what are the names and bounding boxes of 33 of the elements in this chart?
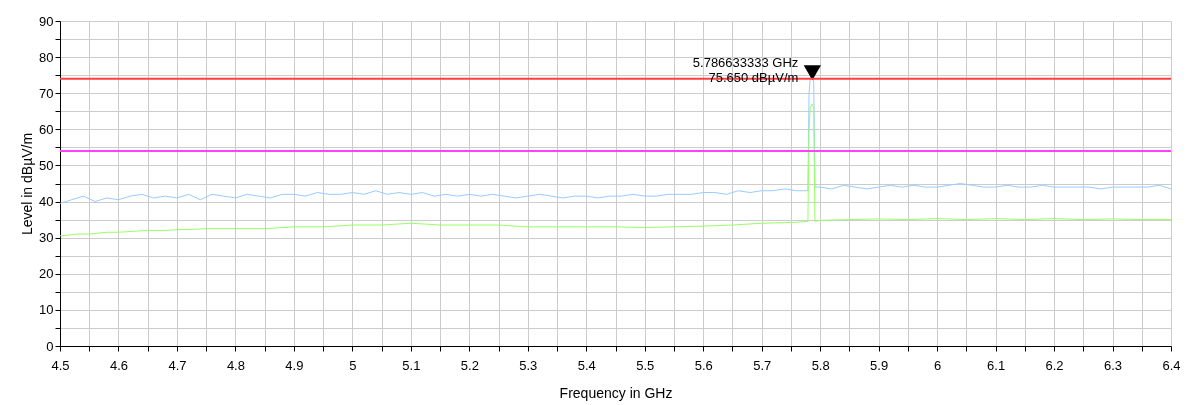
x-tick-label: 6.4 xyxy=(1162,357,1181,373)
y-tick-label: 70 xyxy=(39,85,54,101)
y-tick-label: 90 xyxy=(39,13,54,29)
y-tick-label: 0 xyxy=(46,338,54,354)
line-series xyxy=(60,103,1171,237)
x-tick-label: 5.5 xyxy=(636,357,655,373)
x-tick-label: 5.8 xyxy=(811,357,830,373)
y-tick-label: 60 xyxy=(39,121,54,137)
x-tick-label: 5.9 xyxy=(870,357,889,373)
x-tick-label: 5.4 xyxy=(577,357,596,373)
y-axis-title: Level in dBµV/m xyxy=(19,132,36,236)
y-tick-label: 40 xyxy=(39,194,54,210)
x-tick-label: 4.6 xyxy=(109,357,129,373)
y-tick-label: 50 xyxy=(39,157,54,173)
x-tick-label: 4.5 xyxy=(51,357,70,373)
x-axis-title: Frequency in GHz xyxy=(559,384,673,401)
x-tick-label: 5 xyxy=(349,357,357,373)
x-tick-label: 4.9 xyxy=(285,357,304,373)
y-tick-label: 30 xyxy=(39,230,54,246)
x-tick-label: 6.2 xyxy=(1045,357,1064,373)
x-tick-label: 4.8 xyxy=(226,357,245,373)
x-tick-label: 5.3 xyxy=(519,357,538,373)
y-tick-label: 80 xyxy=(39,49,54,65)
y-tick-label: 10 xyxy=(39,302,54,318)
x-tick-label: 5.6 xyxy=(694,357,713,373)
x-tick-label: 6.1 xyxy=(987,357,1006,373)
x-tick-label: 5.2 xyxy=(460,357,479,373)
x-tick-label: 5.7 xyxy=(753,357,772,373)
x-tick-label: 5.1 xyxy=(402,357,421,373)
x-tick-label: 4.7 xyxy=(168,357,187,373)
x-tick-label: 6 xyxy=(933,357,942,373)
x-tick-label: 6.3 xyxy=(1103,357,1123,373)
y-tick-label: 20 xyxy=(39,266,54,282)
